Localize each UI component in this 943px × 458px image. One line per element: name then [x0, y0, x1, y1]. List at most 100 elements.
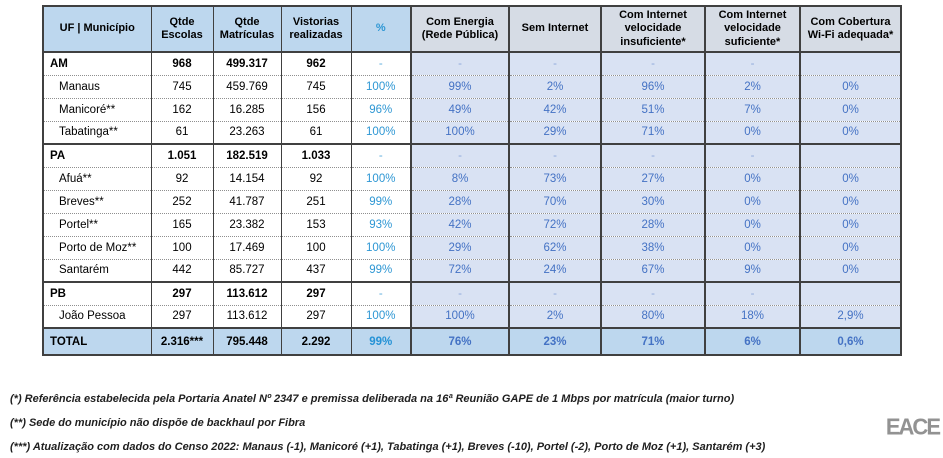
column-header-internet-suficiente: Com Internet velocidade suficiente* [704, 6, 800, 53]
municipality-row-cell-percent: 99% [350, 258, 411, 282]
municipality-row-cell-uf-municipio: Manaus [42, 74, 151, 98]
column-header-com-energia: Com Energia (Rede Pública) [410, 6, 509, 53]
state-row-cell-internet-suficiente: - [704, 281, 800, 305]
municipality-row-cell-wifi-adequada: 0% [799, 235, 901, 259]
municipality-row-cell-qtde-matriculas: 14.154 [212, 166, 281, 190]
table-header: UF | Município Qtde Escolas Qtde Matrícu… [42, 6, 901, 53]
column-header-wifi-adequada: Com Cobertura Wi-Fi adequada* [799, 6, 901, 53]
municipality-row-cell-sem-internet: 70% [508, 189, 601, 213]
state-row: AM 968 499.317 962- - - - - [42, 51, 901, 75]
municipality-row-cell-uf-municipio: Breves** [42, 189, 151, 213]
municipality-row-cell-internet-suficiente: 0% [704, 189, 800, 213]
municipality-row-cell-qtde-escolas: 745 [150, 74, 213, 98]
municipality-row-cell-internet-suficiente: 0% [704, 120, 800, 144]
state-row-cell-percent: - [350, 143, 411, 167]
municipality-row-cell-vistorias-realizadas: 153 [280, 212, 351, 236]
municipality-row-cell-internet-suficiente: 9% [704, 258, 800, 282]
municipality-row-cell-sem-internet: 73% [508, 166, 601, 190]
municipality-row-cell-qtde-escolas: 100 [150, 235, 213, 259]
state-row-cell-internet-suficiente: - [704, 51, 800, 75]
state-row-cell-com-energia: - [410, 281, 509, 305]
municipality-row-cell-uf-municipio: Portel** [42, 212, 151, 236]
state-row-cell-qtde-escolas: 1.051 [150, 143, 213, 167]
municipality-row-cell-sem-internet: 42% [508, 97, 601, 121]
municipality-row-cell-sem-internet: 29% [508, 120, 601, 144]
total-row-cell-qtde-matriculas: 795.448 [212, 327, 281, 355]
municipality-row-cell-sem-internet: 24% [508, 258, 601, 282]
municipality-row-cell-vistorias-realizadas: 297 [280, 304, 351, 328]
municipality-row-cell-internet-insuficiente: 80% [600, 304, 705, 328]
municipality-row-cell-qtde-escolas: 297 [150, 304, 213, 328]
municipality-row-cell-qtde-escolas: 61 [150, 120, 213, 144]
municipality-row-cell-wifi-adequada: 0% [799, 74, 901, 98]
municipality-row: Breves** 252 41.787 251 99% 28% 70% 30% 0% 0% [42, 189, 901, 213]
municipality-row-cell-percent: 100% [350, 166, 411, 190]
municipality-row: Manicoré** 162 16.285 156 96% 49% 42% 51% 7% 0% [42, 97, 901, 121]
municipality-row-cell-percent: 100% [350, 304, 411, 328]
state-row-cell-percent: - [350, 281, 411, 305]
municipality-row-cell-percent: 100% [350, 120, 411, 144]
municipality-row-cell-percent: 99% [350, 189, 411, 213]
municipality-row-cell-qtde-escolas: 92 [150, 166, 213, 190]
municipality-row-cell-vistorias-realizadas: 100 [280, 235, 351, 259]
municipality-row-cell-internet-insuficiente: 67% [600, 258, 705, 282]
municipality-row-cell-com-energia: 72% [410, 258, 509, 282]
municipality-row-cell-internet-insuficiente: 27% [600, 166, 705, 190]
total-row-cell-uf-municipio: TOTAL [42, 327, 151, 355]
municipality-row-cell-internet-suficiente: 18% [704, 304, 800, 328]
municipality-row-cell-internet-insuficiente: 96% [600, 74, 705, 98]
municipality-row-cell-internet-suficiente: 0% [704, 235, 800, 259]
footnotes: (*) Referência estabelecida pela Portari… [10, 393, 880, 458]
state-row-cell-uf-municipio: PA [42, 143, 151, 167]
municipality-row-cell-internet-insuficiente: 38% [600, 235, 705, 259]
municipality-row: Porto de Moz** 100 17.469 100 100% 29% 62% 38% 0… [42, 235, 901, 259]
state-row-cell-sem-internet: - [508, 51, 601, 75]
total-row-cell-sem-internet: 23% [508, 327, 601, 355]
municipality-row-cell-sem-internet: 2% [508, 74, 601, 98]
municipality-row-cell-vistorias-realizadas: 92 [280, 166, 351, 190]
municipality-row-cell-sem-internet: 2% [508, 304, 601, 328]
municipality-row-cell-qtde-matriculas: 17.469 [212, 235, 281, 259]
state-row-cell-internet-insuficiente: - [600, 281, 705, 305]
total-row-cell-percent: 99% [350, 327, 411, 355]
municipality-row-cell-internet-insuficiente: 28% [600, 212, 705, 236]
state-row-cell-com-energia: - [410, 143, 509, 167]
municipality-row-cell-uf-municipio: Afuá** [42, 166, 151, 190]
table-body: AM 968 499.317 962- - - - - Manaus 745 459.769 745 1… [42, 51, 901, 355]
municipality-row-cell-com-energia: 29% [410, 235, 509, 259]
state-row-cell-internet-insuficiente: - [600, 143, 705, 167]
state-row-cell-wifi-adequada [799, 281, 901, 305]
municipality-row-cell-qtde-matriculas: 23.263 [212, 120, 281, 144]
municipality-row-cell-qtde-matriculas: 41.787 [212, 189, 281, 213]
municipality-row-cell-qtde-matriculas: 16.285 [212, 97, 281, 121]
municipality-row-cell-com-energia: 49% [410, 97, 509, 121]
total-row-cell-com-energia: 76% [410, 327, 509, 355]
municipality-row-cell-uf-municipio: Tabatinga** [42, 120, 151, 144]
footnote-anatel-reference: (*) Referência estabelecida pela Portari… [10, 393, 735, 405]
municipality-row-cell-com-energia: 8% [410, 166, 509, 190]
municipality-row-cell-percent: 100% [350, 74, 411, 98]
municipality-row: Portel** 165 23.382 153 93% 42% 72% 28% 0% 0% [42, 212, 901, 236]
column-header-vistorias-realizadas: Vistorias realizadas [280, 6, 351, 53]
municipality-row-cell-vistorias-realizadas: 61 [280, 120, 351, 144]
municipality-row-cell-qtde-escolas: 162 [150, 97, 213, 121]
municipality-row: Santarém 442 85.727 437 99% 72% 24% 67% 9% 0% [42, 258, 901, 282]
total-row-cell-qtde-escolas: 2.316*** [150, 327, 213, 355]
footnote-backhaul-fibra: (**) Sede do município não dispõe de bac… [10, 417, 306, 429]
municipality-row-cell-com-energia: 100% [410, 304, 509, 328]
column-header-sem-internet: Sem Internet [508, 6, 601, 53]
state-row-cell-qtde-matriculas: 182.519 [212, 143, 281, 167]
municipality-row-cell-wifi-adequada: 2,9% [799, 304, 901, 328]
municipality-row-cell-internet-insuficiente: 51% [600, 97, 705, 121]
municipality-row-cell-com-energia: 100% [410, 120, 509, 144]
municipality-row-cell-internet-suficiente: 2% [704, 74, 800, 98]
municipality-row-cell-qtde-escolas: 252 [150, 189, 213, 213]
total-row: TOTAL 2.316*** 795.448 2.292 99% 76% 23% 71% 6% 0… [42, 327, 901, 355]
eace-logo: EACE [885, 413, 941, 440]
municipality-row-cell-qtde-escolas: 442 [150, 258, 213, 282]
municipality-row-cell-uf-municipio: Manicoré** [42, 97, 151, 121]
state-row-cell-percent: - [350, 51, 411, 75]
municipality-row-cell-wifi-adequada: 0% [799, 258, 901, 282]
total-row-cell-internet-insuficiente: 71% [600, 327, 705, 355]
